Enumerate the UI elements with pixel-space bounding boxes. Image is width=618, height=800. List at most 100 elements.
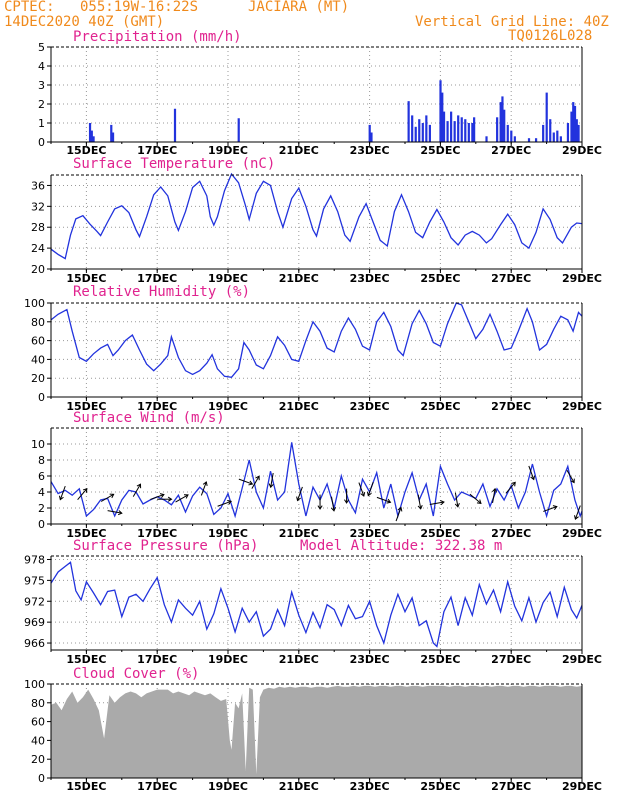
- precip-bar: [549, 119, 552, 142]
- wind-arrow-head: [183, 494, 189, 499]
- wind-arrow-shaft: [505, 481, 516, 494]
- wind-arrow: [505, 481, 516, 494]
- wind-arrow-shaft: [59, 485, 66, 500]
- wind-arrow-head: [417, 504, 423, 510]
- wind-arrow-head: [117, 510, 123, 516]
- wind-ytick-label: 6: [38, 470, 45, 483]
- wind-arrow: [429, 500, 445, 506]
- pressure-xtick-label: 29DEC: [562, 653, 602, 666]
- precip-bar: [407, 101, 410, 142]
- rh-xtick-label: 27DEC: [491, 400, 531, 413]
- wind-arrow-head: [58, 495, 64, 501]
- pressure-ytick-label: 972: [24, 595, 45, 608]
- wind-ytick-label: 8: [38, 454, 45, 467]
- wind-arrow-head: [344, 499, 350, 504]
- precip-bar: [566, 123, 570, 142]
- precip-bar: [513, 136, 516, 142]
- wind-arrow-head: [268, 483, 274, 489]
- precip-bar: [503, 109, 506, 142]
- temp-ytick-label: 24: [31, 242, 45, 255]
- temp-ytick-label: 20: [31, 263, 45, 276]
- wind-arrow: [157, 496, 173, 502]
- rh-ytick-label: 80: [31, 316, 45, 329]
- precip-bar: [559, 136, 562, 142]
- precip-panel: Precipitation (mm/h) 0 1 2 3 4 5 15DEC 17DEC 19DE…: [38, 29, 602, 157]
- wind-xtick-label: 29DEC: [562, 527, 602, 540]
- wind-arrow: [317, 494, 323, 510]
- wind-arrow-head: [491, 487, 498, 493]
- precip-bar: [370, 132, 373, 142]
- wind-arrow: [491, 487, 498, 504]
- precip-bar: [439, 80, 442, 142]
- wind-ytick-label: 2: [38, 502, 45, 515]
- precip-bar: [457, 115, 460, 142]
- rh-xtick-label: 21DEC: [279, 400, 319, 413]
- wind-arrow-shaft: [217, 500, 232, 507]
- wind-title: Surface Wind (m/s): [73, 410, 225, 426]
- precip-ytick-label: 0: [38, 136, 45, 149]
- wind-arrow-shaft: [150, 494, 165, 500]
- precip-bar: [542, 124, 545, 142]
- wind-arrow-shaft: [330, 496, 335, 511]
- precip-bar: [442, 111, 446, 142]
- rh-xtick-label: 23DEC: [350, 400, 390, 413]
- wind-arrow-head: [530, 475, 536, 481]
- precip-bar: [88, 123, 92, 142]
- precip-bar: [510, 130, 513, 142]
- header-date: 14DEC2020 40Z (GMT): [4, 14, 165, 30]
- wind-arrow-shaft: [107, 510, 122, 514]
- precip-ytick-label: 2: [38, 98, 45, 111]
- precip-bar: [411, 115, 414, 142]
- precip-bar: [499, 102, 502, 142]
- wind-arrow-shaft: [77, 488, 88, 501]
- wind-arrow-head: [552, 505, 558, 510]
- wind-arrow-shaft: [469, 493, 482, 504]
- pressure-ytick-label: 966: [24, 637, 45, 650]
- precip-bar: [573, 105, 577, 142]
- pressure-xtick-label: 23DEC: [350, 653, 390, 666]
- temp-xtick-label: 19DEC: [208, 272, 248, 285]
- wind-arrow: [330, 496, 336, 512]
- wind-arrow: [107, 510, 123, 516]
- cloud-ytick-label: 60: [31, 716, 45, 729]
- wind-arrow: [238, 478, 254, 486]
- wind-arrow-head: [167, 496, 173, 502]
- cloud-xtick-label: 19DEC: [208, 780, 248, 793]
- wind-arrow: [217, 499, 233, 507]
- pressure-panel: Surface Pressure (hPa) Model Altitude: 32…: [24, 538, 602, 666]
- wind-arrow-head: [296, 496, 301, 502]
- temp-xtick-label: 29DEC: [562, 272, 602, 285]
- pressure-ytick-label: 975: [24, 574, 45, 587]
- precip-bar: [428, 124, 431, 142]
- precip-bar: [237, 118, 240, 142]
- precip-bar: [173, 108, 177, 142]
- wind-arrow-shaft: [395, 507, 402, 522]
- wind-arrow: [417, 494, 423, 510]
- cloud-ytick-label: 100: [24, 678, 45, 691]
- wind-arrow-head: [570, 478, 575, 484]
- wind-arrow: [132, 483, 142, 497]
- precip-bar: [467, 123, 470, 142]
- precip-xtick-label: 29DEC: [562, 144, 602, 157]
- wind-arrow: [358, 482, 366, 497]
- pressure-line: [50, 561, 583, 648]
- cloud-title: Cloud Cover (%): [73, 666, 199, 682]
- rh-line: [50, 302, 583, 378]
- wind-arrow: [251, 475, 260, 489]
- wind-arrow-shaft: [454, 492, 459, 507]
- temp-ytick-label: 32: [31, 200, 45, 213]
- cloud-ytick-label: 0: [38, 772, 45, 785]
- precip-xtick-label: 19DEC: [208, 144, 248, 157]
- precip-bar: [577, 124, 580, 142]
- wind-arrow-head: [476, 499, 482, 504]
- precip-bar: [414, 126, 417, 142]
- rh-ytick-label: 60: [31, 335, 45, 348]
- wind-arrow-shaft: [543, 506, 557, 512]
- wind-arrow: [376, 496, 392, 504]
- wind-arrow-head: [227, 499, 233, 505]
- wind-arrow-head: [511, 481, 516, 487]
- wind-arrow-head: [330, 506, 336, 512]
- precip-bar: [471, 123, 474, 142]
- pressure-ytick-label: 978: [24, 553, 45, 566]
- pressure-xtick-label: 27DEC: [491, 653, 531, 666]
